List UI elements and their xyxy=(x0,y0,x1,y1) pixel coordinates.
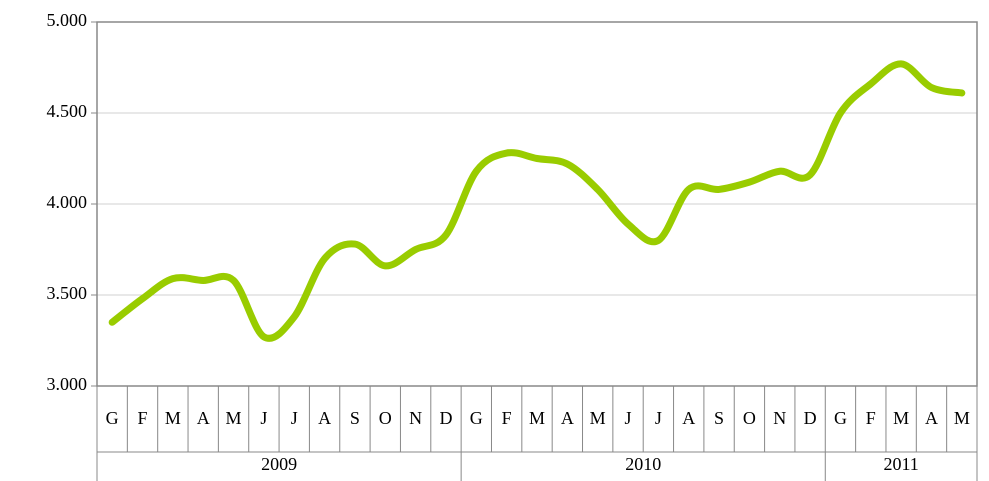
x-tick-label: M xyxy=(893,408,909,428)
y-tick-label: 4.500 xyxy=(47,101,88,121)
x-tick-label: M xyxy=(590,408,606,428)
x-tick-label: G xyxy=(106,408,119,428)
x-tick-label: S xyxy=(714,408,724,428)
x-tick-label: A xyxy=(197,408,210,428)
x-tick-label: J xyxy=(260,408,267,428)
y-tick-label: 4.000 xyxy=(47,192,88,212)
year-label: 2010 xyxy=(625,454,661,474)
y-tick-label: 3.000 xyxy=(47,374,88,394)
x-tick-label: M xyxy=(954,408,970,428)
x-tick-label: M xyxy=(529,408,545,428)
x-tick-label: S xyxy=(350,408,360,428)
x-tick-label: N xyxy=(409,408,422,428)
line xyxy=(108,60,966,342)
x-tick-label: A xyxy=(925,408,938,428)
x-tick-label: N xyxy=(773,408,786,428)
plot-border xyxy=(96,21,978,387)
x-tick-label: O xyxy=(379,408,392,428)
x-tick-label: J xyxy=(291,408,298,428)
y-tick-label: 3.500 xyxy=(47,283,88,303)
x-tick-label: D xyxy=(804,408,817,428)
x-tick-label: A xyxy=(318,408,331,428)
x-tick-label: A xyxy=(682,408,695,428)
x-tick-label: G xyxy=(470,408,483,428)
year-label: 2009 xyxy=(261,454,297,474)
x-tick-label: F xyxy=(866,408,876,428)
year-label: 2011 xyxy=(883,454,918,474)
x-tick-label: F xyxy=(502,408,512,428)
x-tick-label: J xyxy=(625,408,632,428)
x-tick-label: A xyxy=(561,408,574,428)
x-tick-label: M xyxy=(165,408,181,428)
x-tick-label: F xyxy=(138,408,148,428)
x-tick-label: O xyxy=(743,408,756,428)
y-tick-label: 5.000 xyxy=(47,10,88,30)
x-tick-label: D xyxy=(439,408,452,428)
x-tick-label: M xyxy=(226,408,242,428)
x-tick-label: J xyxy=(655,408,662,428)
x-tick-label: G xyxy=(834,408,847,428)
